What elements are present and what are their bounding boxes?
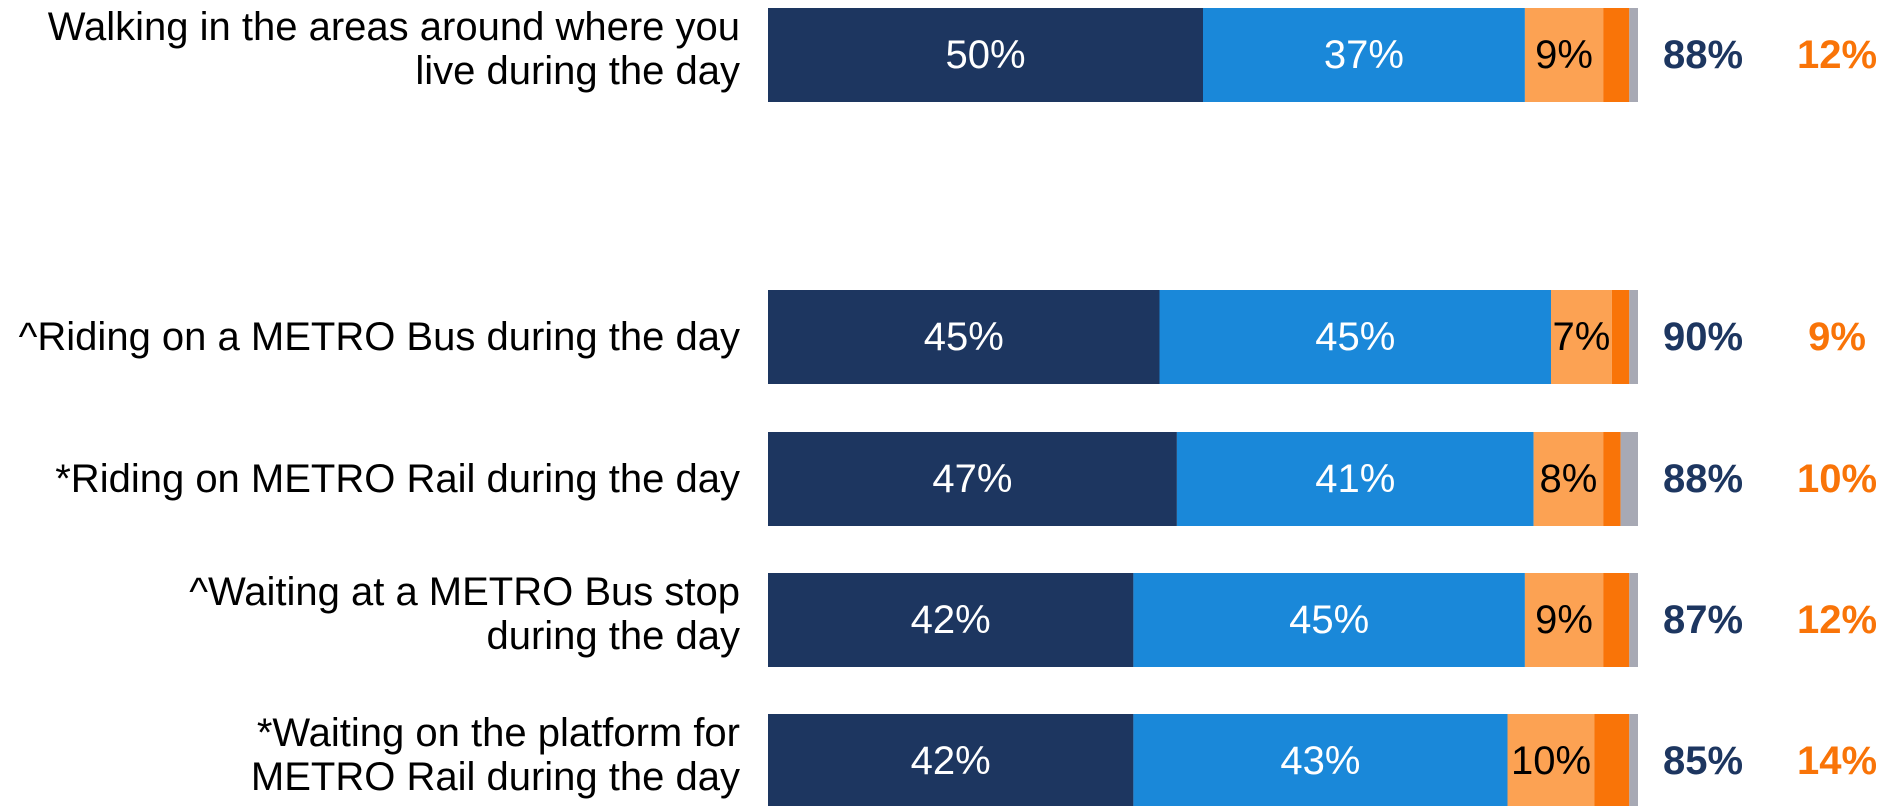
bar-segment-5-3 — [1507, 714, 1595, 806]
segment-label-3-3: 8% — [1539, 457, 1597, 501]
category-label-4-line-2: during the day — [486, 614, 740, 658]
bar-segment-2-4 — [1611, 290, 1630, 384]
segment-label-5-1: 42% — [911, 739, 991, 783]
negative-total-5: 14% — [1797, 739, 1877, 783]
negative-total-2: 9% — [1808, 315, 1866, 359]
bar-segment-4-4 — [1603, 573, 1630, 667]
category-label-5-line-1: *Waiting on the platform for — [257, 711, 740, 755]
bar-segment-2-2 — [1159, 290, 1551, 384]
bar-segment-5-4 — [1594, 714, 1630, 806]
negative-total-4: 12% — [1797, 598, 1877, 642]
bar-segment-5-1 — [768, 714, 1134, 806]
negative-total-3: 10% — [1797, 457, 1877, 501]
segment-label-2-3: 7% — [1553, 315, 1611, 359]
segment-label-2-1: 45% — [924, 315, 1004, 359]
segment-label-1-1: 50% — [945, 33, 1025, 77]
category-label-3-line-1: *Riding on METRO Rail during the day — [55, 457, 740, 501]
category-label-5-line-2: METRO Rail during the day — [251, 755, 740, 799]
bar-segment-3-5 — [1620, 432, 1638, 526]
bar-segment-1-3 — [1524, 8, 1604, 102]
positive-total-1: 88% — [1663, 33, 1743, 77]
bar-segment-2-5 — [1629, 290, 1638, 384]
bar-segment-5-5 — [1629, 714, 1638, 806]
bar-segment-3-2 — [1176, 432, 1534, 526]
segment-label-4-1: 42% — [911, 598, 991, 642]
bar-segment-1-4 — [1603, 8, 1630, 102]
segment-label-1-3: 9% — [1535, 33, 1593, 77]
segment-label-2-2: 45% — [1315, 315, 1395, 359]
bar-segment-4-3 — [1524, 573, 1604, 667]
bar-segment-1-2 — [1203, 8, 1525, 102]
bar-segment-3-4 — [1603, 432, 1621, 526]
segment-label-3-2: 41% — [1315, 457, 1395, 501]
positive-total-2: 90% — [1663, 315, 1743, 359]
segment-label-4-3: 9% — [1535, 598, 1593, 642]
category-label-1-line-1: Walking in the areas around where you — [48, 5, 740, 49]
bar-segment-4-2 — [1133, 573, 1525, 667]
positive-total-4: 87% — [1663, 598, 1743, 642]
category-label-4-line-1: ^Waiting at a METRO Bus stop — [189, 570, 740, 614]
segment-label-5-2: 43% — [1280, 739, 1360, 783]
bar-segment-1-5 — [1629, 8, 1638, 102]
bar-segment-5-2 — [1133, 714, 1508, 806]
category-label-2-line-1: ^Riding on a METRO Bus during the day — [19, 315, 740, 359]
segment-label-5-3: 10% — [1511, 739, 1591, 783]
bar-segment-3-1 — [768, 432, 1177, 526]
segment-label-3-1: 47% — [932, 457, 1012, 501]
bar-segment-2-1 — [768, 290, 1160, 384]
category-label-1-line-2: live during the day — [415, 49, 740, 93]
negative-total-1: 12% — [1797, 33, 1877, 77]
positive-total-5: 85% — [1663, 739, 1743, 783]
segment-label-1-2: 37% — [1324, 33, 1404, 77]
bar-segment-2-3 — [1551, 290, 1612, 384]
positive-total-3: 88% — [1663, 457, 1743, 501]
bar-segment-4-1 — [768, 573, 1134, 667]
segment-label-4-2: 45% — [1289, 598, 1369, 642]
bar-segment-1-1 — [768, 8, 1203, 102]
bar-segment-3-3 — [1533, 432, 1604, 526]
bar-segment-4-5 — [1629, 573, 1638, 667]
